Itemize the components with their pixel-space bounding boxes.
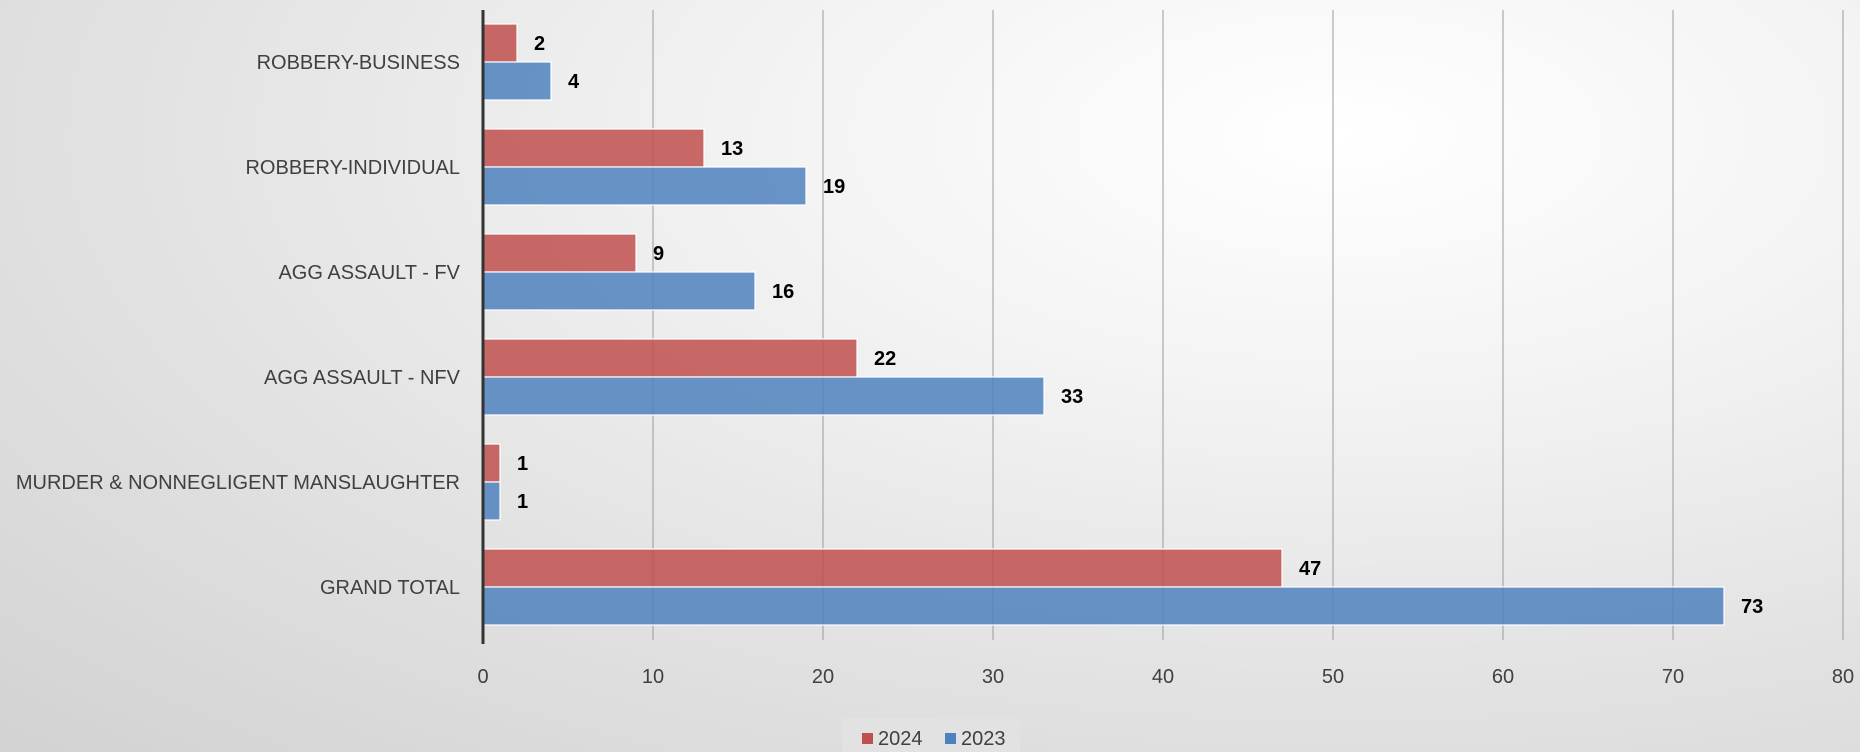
- category-label: ROBBERY-BUSINESS: [257, 52, 460, 74]
- x-tick-label: 80: [1832, 666, 1854, 688]
- legend-label: 2023: [961, 728, 1006, 750]
- x-tick-label: 30: [982, 666, 1004, 688]
- bar-series-2024: [482, 338, 858, 378]
- data-label: 9: [653, 243, 664, 265]
- x-tick-label: 20: [812, 666, 834, 688]
- bar-series-2024: [482, 128, 705, 168]
- category-label: AGG ASSAULT - NFV: [264, 367, 461, 389]
- x-tick-label: 40: [1152, 666, 1174, 688]
- x-tick-label: 70: [1662, 666, 1684, 688]
- data-label: 73: [1741, 596, 1763, 618]
- bar-series-2024: [482, 548, 1283, 588]
- axes: 0 10 20 30 40 50 60 70 80 ROBBERY-BUSINESS ROBBERY…: [16, 10, 1854, 688]
- x-tick-label: 60: [1492, 666, 1514, 688]
- data-labels: 2 4 13 19 9 16 22 33 1 1 47 73: [517, 33, 1763, 618]
- category-label: ROBBERY-INDIVIDUAL: [245, 157, 460, 179]
- bar-series-2023: [482, 271, 756, 311]
- bar-series-2024: [482, 443, 501, 483]
- data-label: 47: [1299, 558, 1321, 580]
- data-label: 4: [568, 71, 580, 93]
- x-tick-label: 10: [642, 666, 664, 688]
- gridlines: [652, 10, 1844, 640]
- bar-series-2023: [482, 586, 1725, 626]
- data-label: 1: [517, 491, 528, 513]
- legend-swatch-series-2023: [945, 733, 956, 744]
- legend-label: 2024: [878, 728, 923, 750]
- category-label: MURDER & NONNEGLIGENT MANSLAUGHTER: [16, 472, 460, 494]
- category-label: GRAND TOTAL: [320, 577, 460, 599]
- bar-series-2023: [482, 481, 501, 521]
- data-label: 19: [823, 176, 845, 198]
- data-label: 22: [874, 348, 896, 370]
- legend-swatch-series-2024: [862, 733, 873, 744]
- data-label: 33: [1061, 386, 1083, 408]
- bar-series-2023: [482, 376, 1045, 416]
- data-label: 16: [772, 281, 794, 303]
- data-label: 1: [517, 453, 528, 475]
- data-label: 2: [534, 33, 545, 55]
- category-label: AGG ASSAULT - FV: [278, 262, 460, 284]
- x-tick-label: 50: [1322, 666, 1344, 688]
- x-tick-label: 0: [477, 666, 488, 688]
- bar-series-2024: [482, 233, 637, 273]
- data-label: 13: [721, 138, 743, 160]
- bar-series-2024: [482, 23, 518, 63]
- bar-series-2023: [482, 166, 807, 206]
- bars: [482, 23, 1725, 626]
- legend: 2024 2023: [862, 728, 1006, 750]
- bar-series-2023: [482, 61, 552, 101]
